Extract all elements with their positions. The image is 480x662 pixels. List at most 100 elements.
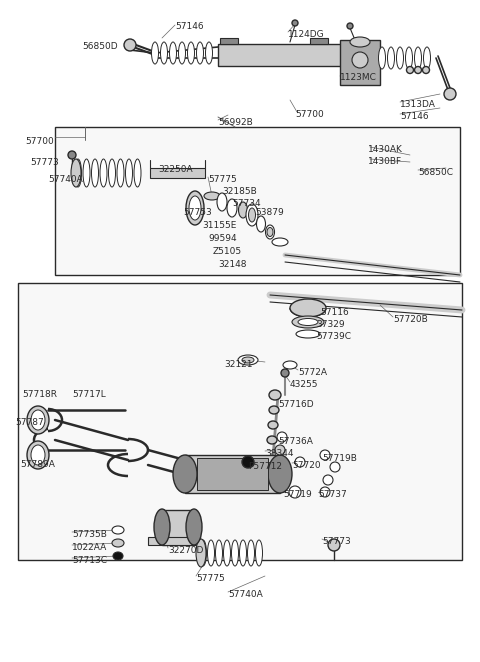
Text: 57787: 57787	[15, 418, 44, 427]
Ellipse shape	[387, 47, 395, 69]
Ellipse shape	[320, 487, 330, 497]
Text: 57773: 57773	[30, 158, 59, 167]
Ellipse shape	[298, 318, 318, 326]
Ellipse shape	[246, 204, 258, 226]
Ellipse shape	[179, 42, 185, 64]
Ellipse shape	[328, 539, 340, 551]
Ellipse shape	[268, 421, 278, 429]
Bar	[310, 38, 328, 44]
Text: 57775: 57775	[196, 574, 225, 583]
Ellipse shape	[269, 390, 281, 400]
Text: 57775: 57775	[208, 175, 237, 184]
Ellipse shape	[240, 540, 247, 566]
Text: 57789A: 57789A	[20, 460, 55, 469]
Ellipse shape	[323, 475, 333, 485]
Ellipse shape	[347, 23, 353, 29]
Bar	[218, 44, 348, 66]
Text: 57739C: 57739C	[316, 332, 351, 341]
Text: 1313DA: 1313DA	[400, 100, 436, 109]
Ellipse shape	[290, 299, 326, 317]
Ellipse shape	[204, 192, 220, 200]
Ellipse shape	[154, 509, 170, 545]
Ellipse shape	[205, 42, 213, 64]
Text: Z5105: Z5105	[213, 247, 242, 256]
Ellipse shape	[112, 526, 124, 534]
Ellipse shape	[415, 47, 421, 69]
Bar	[18, 283, 462, 560]
Ellipse shape	[422, 66, 430, 73]
Ellipse shape	[231, 540, 239, 566]
Bar	[162, 510, 194, 545]
Text: 32270D: 32270D	[168, 546, 204, 555]
Ellipse shape	[277, 432, 287, 442]
Text: 57713C: 57713C	[72, 556, 107, 565]
Ellipse shape	[255, 540, 263, 566]
Ellipse shape	[267, 228, 273, 236]
Ellipse shape	[27, 406, 49, 434]
Ellipse shape	[267, 436, 277, 444]
Ellipse shape	[92, 159, 98, 187]
Text: 57146: 57146	[400, 112, 429, 121]
Ellipse shape	[283, 361, 297, 369]
Text: 32185B: 32185B	[222, 187, 257, 196]
Text: 1123MC: 1123MC	[340, 73, 377, 82]
Ellipse shape	[68, 151, 76, 159]
Text: 57735B: 57735B	[72, 530, 107, 539]
Ellipse shape	[407, 66, 413, 73]
Text: 57740A: 57740A	[48, 175, 83, 184]
Ellipse shape	[169, 42, 177, 64]
Text: 57734: 57734	[232, 199, 261, 208]
Ellipse shape	[281, 369, 289, 377]
Ellipse shape	[188, 42, 194, 64]
Text: 56992B: 56992B	[218, 118, 253, 127]
Ellipse shape	[289, 486, 301, 498]
Ellipse shape	[196, 42, 204, 64]
Ellipse shape	[239, 202, 248, 218]
Ellipse shape	[238, 355, 258, 365]
Text: 56850D: 56850D	[82, 42, 118, 51]
Ellipse shape	[423, 47, 431, 69]
Ellipse shape	[295, 457, 305, 467]
Ellipse shape	[242, 456, 254, 468]
Text: 57720: 57720	[292, 461, 321, 470]
Ellipse shape	[196, 539, 206, 567]
Ellipse shape	[186, 509, 202, 545]
Text: 1022AA: 1022AA	[72, 543, 107, 552]
Ellipse shape	[113, 552, 123, 560]
Ellipse shape	[152, 42, 158, 64]
Ellipse shape	[74, 159, 82, 187]
Ellipse shape	[415, 66, 421, 73]
Ellipse shape	[268, 455, 292, 493]
Ellipse shape	[249, 208, 255, 222]
Text: 57740A: 57740A	[228, 590, 263, 599]
Text: 57700: 57700	[295, 110, 324, 119]
Text: 1124DG: 1124DG	[288, 30, 324, 39]
Text: 1430BF: 1430BF	[368, 157, 402, 166]
Text: 57716D: 57716D	[278, 400, 313, 409]
Text: 57116: 57116	[320, 308, 349, 317]
Ellipse shape	[256, 216, 265, 232]
Ellipse shape	[292, 316, 324, 328]
Text: 57736A: 57736A	[278, 437, 313, 446]
Ellipse shape	[350, 37, 370, 47]
Bar	[148, 537, 200, 545]
Ellipse shape	[216, 540, 223, 566]
Ellipse shape	[200, 540, 206, 566]
Bar	[185, 455, 280, 493]
Text: 31155E: 31155E	[202, 221, 236, 230]
Text: 57700: 57700	[25, 137, 54, 146]
Ellipse shape	[320, 450, 330, 460]
Text: 5772A: 5772A	[298, 368, 327, 377]
Text: 57719B: 57719B	[322, 454, 357, 463]
Ellipse shape	[242, 357, 254, 363]
Ellipse shape	[100, 159, 107, 187]
Ellipse shape	[292, 20, 298, 26]
Ellipse shape	[71, 159, 81, 187]
Ellipse shape	[296, 330, 320, 338]
Ellipse shape	[83, 159, 90, 187]
Ellipse shape	[224, 540, 230, 566]
Text: 57718R: 57718R	[22, 390, 57, 399]
Ellipse shape	[227, 199, 237, 217]
Text: 57737: 57737	[318, 490, 347, 499]
Bar	[55, 127, 460, 275]
